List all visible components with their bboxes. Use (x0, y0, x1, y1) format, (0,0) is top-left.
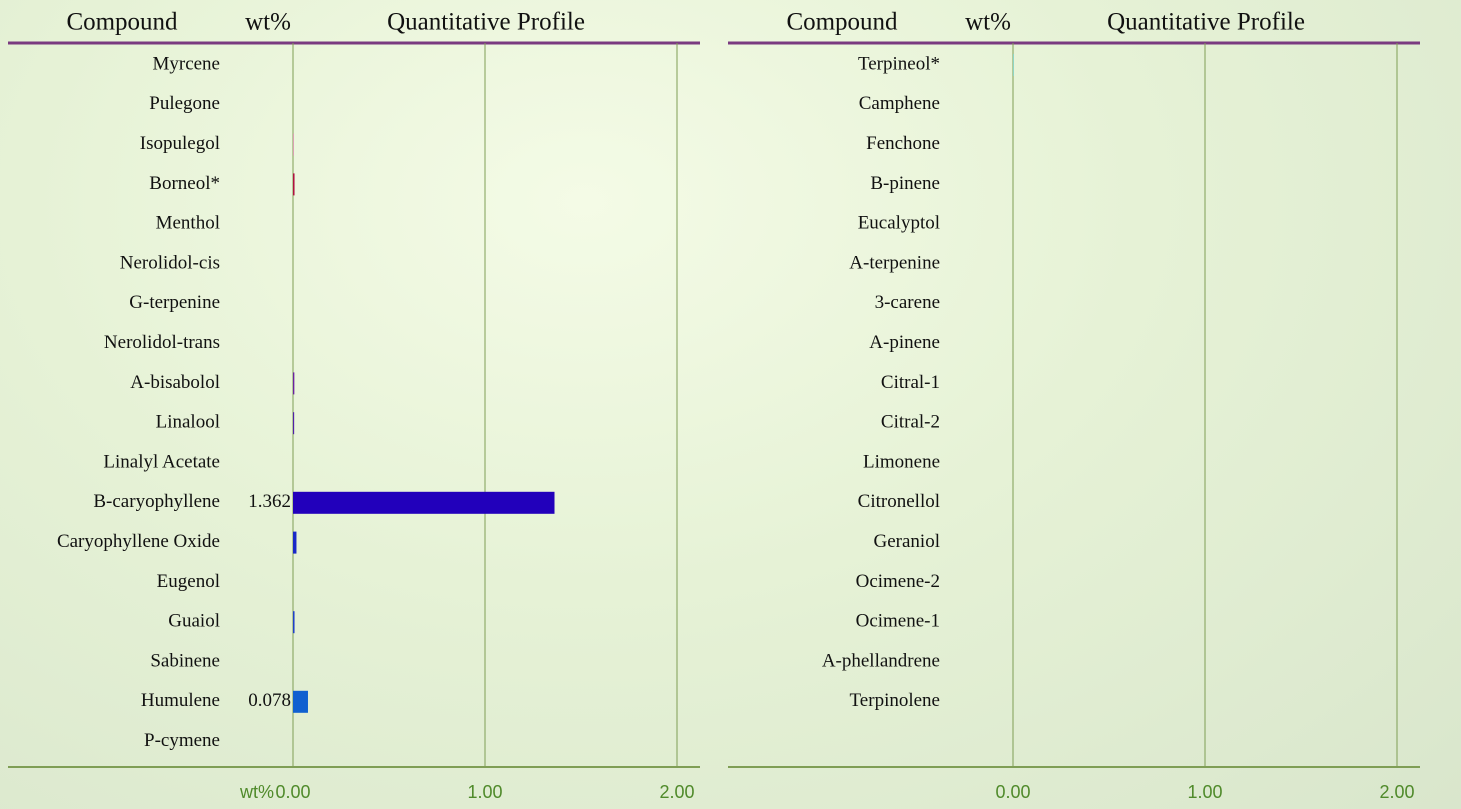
row-label: B-caryophyllene (93, 491, 220, 512)
row-label: B-pinene (870, 173, 940, 194)
row-label: Isopulegol (140, 133, 220, 154)
row-label: A-terpenine (849, 252, 940, 273)
row-label: Fenchone (866, 133, 940, 154)
column-header: Compound (786, 9, 898, 36)
value-label: 0.078 (248, 690, 291, 711)
row-label: Menthol (156, 213, 220, 234)
row-label: G-terpenine (129, 292, 220, 313)
x-tick-label: 0.00 (995, 782, 1030, 802)
value-label: 1.362 (248, 491, 291, 512)
x-tick-label: 2.00 (1379, 782, 1414, 802)
row-label: Geraniol (874, 531, 940, 552)
column-header: Compound (66, 9, 178, 36)
row-label: Terpineol* (858, 53, 940, 74)
row-label: Nerolidol-trans (104, 332, 220, 353)
column-header: wt% (245, 9, 291, 36)
row-label: Citral-1 (881, 372, 940, 393)
row-label: Caryophyllene Oxide (57, 531, 220, 552)
row-label: Camphene (859, 93, 940, 114)
bar (293, 372, 295, 395)
x-tick-label: 1.00 (1187, 782, 1222, 802)
column-header: Quantitative Profile (387, 9, 585, 36)
column-header: Quantitative Profile (1107, 9, 1305, 36)
row-label: Terpinolene (850, 690, 940, 711)
row-label: 3-carene (875, 292, 940, 313)
row-label: Myrcene (152, 53, 220, 74)
row-label: Pulegone (149, 93, 220, 114)
bar (293, 173, 295, 196)
row-label: Guaiol (168, 611, 220, 632)
row-label: Citral-2 (881, 412, 940, 433)
bar (293, 531, 297, 554)
x-tick-label: 0.00 (275, 782, 310, 802)
row-label: Nerolidol-cis (120, 252, 220, 273)
bar (293, 412, 295, 435)
row-label: P-cymene (144, 730, 220, 751)
row-label: A-phellandrene (822, 650, 940, 671)
bar (293, 690, 308, 713)
row-label: Humulene (141, 690, 220, 711)
row-label: Citronellol (858, 491, 940, 512)
x-axis-label: wt% (239, 782, 274, 802)
row-label: A-pinene (869, 332, 940, 353)
column-header: wt% (965, 9, 1011, 36)
row-label: Eucalyptol (858, 213, 940, 234)
row-label: A-bisabolol (130, 372, 220, 393)
row-label: Ocimene-2 (856, 571, 940, 592)
x-tick-label: 2.00 (659, 782, 694, 802)
bar (293, 491, 555, 514)
x-tick-label: 1.00 (467, 782, 502, 802)
row-label: Sabinene (150, 650, 220, 671)
row-label: Linalool (156, 412, 220, 433)
row-label: Ocimene-1 (856, 611, 940, 632)
row-label: Borneol* (149, 173, 220, 194)
bar (293, 611, 295, 634)
row-label: Limonene (863, 451, 940, 472)
row-label: Linalyl Acetate (103, 451, 220, 472)
row-label: Eugenol (157, 571, 220, 592)
